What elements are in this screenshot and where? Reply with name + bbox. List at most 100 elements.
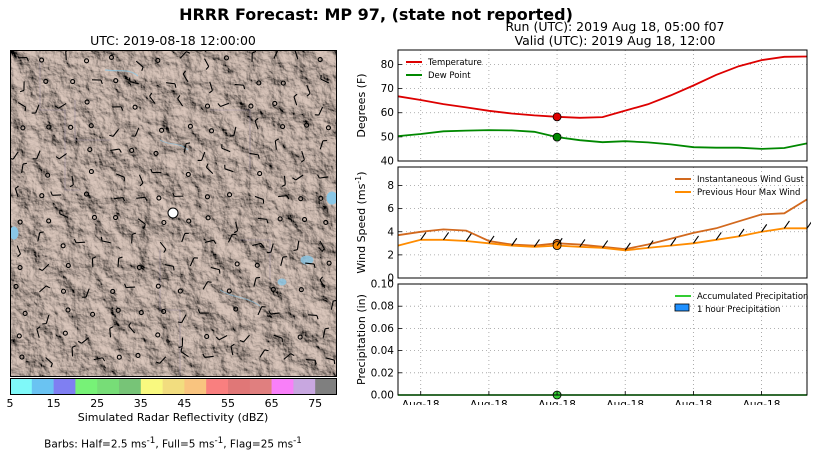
plot-frame xyxy=(397,49,808,162)
wind-barb xyxy=(259,349,266,358)
wind-barb-flag xyxy=(286,195,290,200)
calm-marker xyxy=(257,170,263,177)
wind-barb-flag xyxy=(141,66,144,71)
wind-barb-flag xyxy=(202,353,206,358)
y-tick-label: 80 xyxy=(381,59,394,71)
wind-barb-flag xyxy=(155,361,160,364)
calm-marker xyxy=(204,194,210,200)
wind-barb xyxy=(224,168,234,173)
wind-barb xyxy=(270,312,280,315)
calm-marker xyxy=(20,125,26,131)
wind-barb-flag xyxy=(19,89,25,93)
calm-marker xyxy=(60,288,67,294)
calm-marker xyxy=(277,216,283,222)
calm-marker xyxy=(65,307,71,313)
wind-barb-flag xyxy=(186,51,191,54)
wind-barb-flag xyxy=(264,349,269,352)
wind-barb xyxy=(318,106,324,116)
wind-barb xyxy=(210,266,220,271)
calm-marker xyxy=(204,103,211,109)
wind-barb xyxy=(670,237,677,246)
calm-marker xyxy=(110,288,116,295)
colorbar-tick-label: 35 xyxy=(133,397,148,410)
wind-barb xyxy=(249,152,259,156)
colorbar-label: Simulated Radar Reflectivity (dBZ) xyxy=(77,411,269,424)
wind-barb xyxy=(128,325,136,334)
wind-barb-flag xyxy=(38,268,43,271)
highlight-marker xyxy=(552,112,562,122)
calm-marker xyxy=(226,288,232,294)
wind-barb xyxy=(230,346,234,356)
wind-barb-flag xyxy=(281,184,286,188)
legend-label: Accumulated Precipitation xyxy=(697,292,808,302)
wind-barb-flag xyxy=(55,156,60,160)
wind-barb-flag xyxy=(243,85,246,90)
wind-barb xyxy=(280,256,284,266)
calm-marker xyxy=(83,58,90,64)
wind-barb-flag xyxy=(266,219,269,224)
calm-marker xyxy=(39,193,45,199)
wind-barb-flag xyxy=(15,185,19,190)
wind-barb xyxy=(181,233,186,243)
wind-barb xyxy=(189,257,195,267)
wind-barb xyxy=(179,51,187,59)
legend-label: 1 hour Precipitation xyxy=(697,305,780,315)
wind-barb xyxy=(183,143,187,153)
wind-barb-flag xyxy=(128,322,132,327)
colorbar-swatch xyxy=(249,378,272,395)
colorbar-swatch xyxy=(53,378,76,395)
calm-marker xyxy=(155,57,161,63)
calm-marker xyxy=(88,123,94,129)
wind-barb-flag xyxy=(149,92,153,97)
wind-barb xyxy=(58,153,67,160)
wind-barb-flag xyxy=(177,321,182,324)
calm-marker xyxy=(156,195,162,201)
wind-barb-flag xyxy=(163,248,167,253)
calm-marker xyxy=(91,214,98,221)
calm-marker xyxy=(159,127,165,133)
colorbar-swatch xyxy=(206,378,229,395)
colorbar-swatch xyxy=(140,378,163,395)
wind-barb-flag xyxy=(186,142,191,145)
x-tick-label: Aug-18 xyxy=(538,399,576,405)
wind-barb-flag xyxy=(197,309,201,314)
station-marker xyxy=(167,207,179,219)
wind-barb xyxy=(254,195,264,200)
calm-marker xyxy=(113,215,119,221)
wind-barb xyxy=(134,127,140,137)
calm-marker xyxy=(129,147,135,154)
wind-barb xyxy=(204,355,214,358)
calm-marker xyxy=(19,354,25,360)
wind-barb xyxy=(45,314,50,324)
highlight-marker xyxy=(552,132,562,142)
wind-barb-flag xyxy=(293,249,298,252)
colorbar-tick-label: 15 xyxy=(46,397,61,410)
wind-barb xyxy=(110,148,120,151)
y-tick-label: 0.04 xyxy=(371,345,395,357)
wind-barb xyxy=(221,147,231,153)
wind-barb-flag xyxy=(177,94,181,99)
wind-barb-flag xyxy=(118,256,123,259)
wind-barb xyxy=(81,337,90,344)
wind-barb xyxy=(254,120,259,130)
wind-barb xyxy=(35,104,40,114)
calm-marker xyxy=(88,168,94,175)
wind-barb xyxy=(42,263,50,271)
figure-title: HRRR Forecast: MP 97, (state not reporte… xyxy=(179,5,573,24)
calm-marker xyxy=(297,334,303,340)
wind-barb-flag xyxy=(207,281,212,283)
wind-barb-flag xyxy=(26,57,29,62)
wind-barb-flag xyxy=(100,236,103,241)
wind-barb xyxy=(533,239,540,248)
calm-marker xyxy=(272,100,278,107)
wind-barb xyxy=(12,151,19,160)
wind-barb xyxy=(783,220,790,229)
wind-barb xyxy=(330,300,334,310)
calm-marker xyxy=(136,264,142,270)
wind-barb-flag xyxy=(324,327,330,330)
wind-barb xyxy=(117,258,120,268)
wind-barb xyxy=(204,58,210,67)
wind-barb-flag xyxy=(143,224,146,229)
